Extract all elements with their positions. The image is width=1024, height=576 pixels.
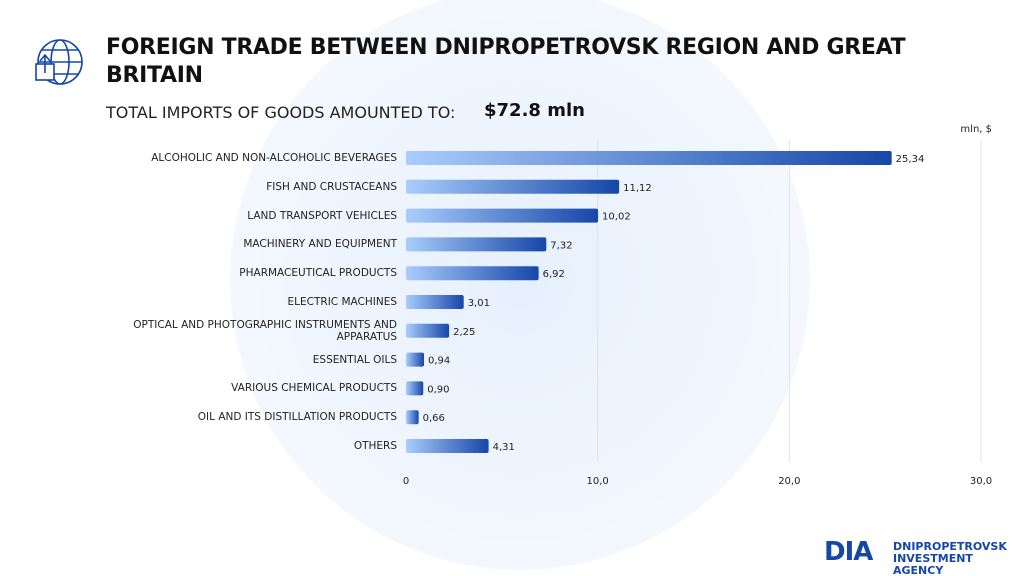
y-tick-label: MACHINERY AND EQUIPMENT (243, 238, 397, 251)
bar (406, 151, 892, 165)
subtitle-value: $72.8 mln (484, 100, 585, 121)
bar (406, 323, 450, 338)
globe-icon (35, 39, 83, 85)
bar (406, 295, 464, 309)
data-label: 7,32 (550, 240, 572, 251)
bar (406, 266, 539, 281)
data-label: 0,66 (423, 413, 445, 424)
y-tick-label: ALCOHOLIC AND NON-ALCOHOLIC BEVERAGES (151, 152, 397, 164)
bar (406, 352, 425, 367)
x-tick-label: 20,0 (778, 476, 800, 487)
y-tick-label: ELECTRIC MACHINES (287, 296, 397, 308)
data-label: 3,01 (468, 298, 490, 309)
y-tick-label: OTHERS (353, 440, 397, 452)
y-tick-label: LAND TRANSPORT VEHICLES (247, 209, 397, 222)
data-label: 0,94 (428, 356, 450, 367)
y-tick-label: OPTICAL AND PHOTOGRAPHIC INSTRUMENTS AND… (133, 318, 397, 343)
data-label: 2,25 (453, 327, 475, 338)
data-label: 25,34 (896, 154, 925, 165)
bar (406, 439, 489, 453)
data-label: 11,12 (623, 183, 652, 194)
subtitle: TOTAL IMPORTS OF GOODS AMOUNTED TO: (106, 103, 456, 122)
y-tick-label: ESSENTIAL OILS (312, 353, 397, 366)
bar (406, 208, 599, 223)
y-tick-label: OIL AND ITS DISTILLATION PRODUCTS (197, 411, 397, 424)
y-tick-label: FISH AND CRUSTACEANS (266, 180, 397, 193)
logo-name: INVESTMENT AGENCY (893, 552, 973, 576)
unit-label: mln, $ (960, 124, 992, 135)
chart-title: FOREIGN TRADE BETWEEN DNIPROPETROVSK REG… (106, 35, 906, 88)
x-tick-label: 30,0 (970, 476, 992, 487)
bar (406, 179, 620, 194)
background-blob (230, 0, 810, 570)
bar (406, 381, 424, 396)
y-tick-label: PHARMACEUTICAL PRODUCTS (239, 267, 397, 280)
logo-mark: DIA (824, 537, 873, 567)
data-label: 0,90 (427, 384, 449, 395)
data-label: 6,92 (543, 269, 565, 280)
bar (406, 237, 547, 252)
data-label: 10,02 (602, 212, 631, 223)
x-tick-label: 0 (403, 476, 409, 487)
y-tick-label: VARIOUS CHEMICAL PRODUCTS (231, 382, 397, 395)
logo-name: DNIPROPETROVSK (893, 540, 1007, 553)
data-label: 4,31 (493, 442, 515, 453)
x-tick-label: 10,0 (587, 476, 609, 487)
bar (406, 410, 419, 425)
